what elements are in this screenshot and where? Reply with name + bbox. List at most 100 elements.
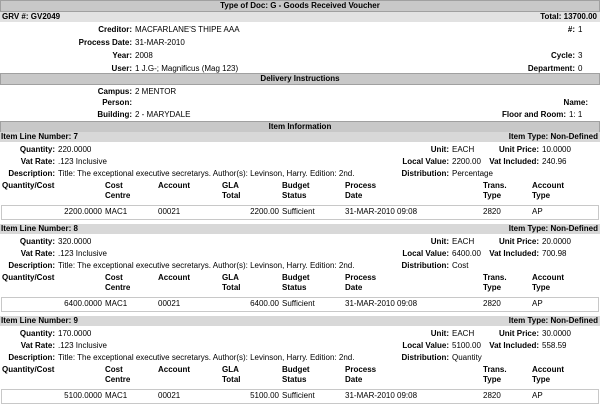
column-header: Cost Centre: [105, 365, 131, 384]
item-field-right-value: 700.98: [542, 249, 567, 258]
column-header: Account Type: [532, 365, 564, 384]
delivery-label: Building:: [97, 110, 132, 119]
line-cell: 00021: [158, 391, 181, 400]
item-field-mid-label: Unit:: [430, 237, 449, 246]
delivery-value: 2 - MARYDALE: [135, 110, 191, 119]
delivery-right-label: Name:: [563, 98, 588, 107]
column-header: Account: [158, 273, 190, 282]
column-header: GLA Total: [222, 273, 241, 292]
line-box: [1, 297, 599, 312]
item-field-right-value: 30.0000: [542, 329, 571, 338]
item-field-right-label: Unit Price:: [498, 329, 539, 338]
item-type-value: Non-Defined: [550, 132, 598, 141]
column-header: Account: [158, 181, 190, 190]
item-field-value: Title: The exceptional executive secreta…: [58, 353, 355, 362]
line-cell: AP: [532, 299, 543, 308]
column-header: Cost Centre: [105, 273, 131, 292]
total: Total: 13700.00: [540, 12, 597, 22]
column-header: Budget Status: [282, 273, 310, 292]
item-field-right-label: Vat Included:: [489, 157, 539, 166]
grv-row: [0, 12, 600, 22]
item-field-right-value: 240.96: [542, 157, 567, 166]
detail-value: 1 J.G-; Magnificus (Mag 123): [135, 64, 239, 73]
total-label: Total:: [540, 12, 562, 21]
detail-value: 31-MAR-2010: [135, 38, 185, 47]
item-type-label: Item Type:: [508, 224, 549, 233]
item-field-mid-label: Local Value:: [402, 341, 449, 350]
line-cell: MAC1: [105, 391, 128, 400]
column-header: Budget Status: [282, 365, 310, 384]
line-cell: 5100.0000: [64, 391, 102, 400]
item-type-label: Item Type:: [508, 316, 549, 325]
line-box: [1, 389, 599, 404]
detail-label: Creditor:: [98, 25, 132, 34]
column-header: Cost Centre: [105, 181, 131, 200]
delivery-label: Campus:: [97, 87, 132, 96]
line-cell: AP: [532, 207, 543, 216]
item-header: [0, 224, 600, 234]
line-cell: 2820: [483, 391, 501, 400]
delivery-right-value: 1: 1: [569, 110, 583, 119]
title-bar: Type of Doc: G - Goods Received Voucher: [0, 0, 600, 12]
detail-right-value: 3: [578, 51, 583, 60]
item-field-mid-value: Quantity: [452, 353, 482, 362]
column-header: Trans. Type: [483, 273, 507, 292]
grv: GRV #: GV2049: [2, 12, 60, 22]
delivery-right-label: Floor and Room:: [502, 110, 566, 119]
item-field-label: Vat Rate:: [20, 341, 55, 350]
column-header: GLA Total: [222, 365, 241, 384]
detail-label: User:: [111, 64, 132, 73]
column-header: Quantity/Cost: [2, 365, 55, 374]
line-cell: Sufficient: [282, 207, 315, 216]
line-cell: 5100.00: [250, 391, 279, 400]
item-number: Item Line Number: 9: [1, 316, 78, 326]
item-field-mid-label: Distribution:: [401, 353, 449, 362]
column-header: Budget Status: [282, 181, 310, 200]
item-field-label: Description:: [8, 353, 55, 362]
item-number: Item Line Number: 8: [1, 224, 78, 234]
item-field-label: Description:: [8, 261, 55, 270]
line-cell: 31-MAR-2010 09:08: [345, 299, 418, 308]
item-field-value: 320.0000: [58, 237, 92, 246]
item-number-value: 9: [73, 316, 78, 325]
item-field-mid-label: Unit:: [430, 329, 449, 338]
item-field-value: .123 Inclusive: [58, 341, 107, 350]
item-field-value: .123 Inclusive: [58, 249, 107, 258]
detail-right-label: Cycle:: [550, 51, 575, 60]
item-field-mid-label: Distribution:: [401, 261, 449, 270]
item-field-mid-value: 2200.00: [452, 157, 481, 166]
line-cell: 6400.00: [250, 299, 279, 308]
column-header: Quantity/Cost: [2, 273, 55, 282]
line-cell: MAC1: [105, 299, 128, 308]
item-number-value: 8: [73, 224, 78, 233]
item-field-right-value: 10.0000: [542, 145, 571, 154]
line-cell: 00021: [158, 299, 181, 308]
line-cell: 31-MAR-2010 09:08: [345, 207, 418, 216]
item-field-value: Title: The exceptional executive secreta…: [58, 169, 355, 178]
item-field-mid-value: EACH: [452, 237, 475, 246]
item-number-value: 7: [73, 132, 78, 141]
item-type: Item Type: Non-Defined: [509, 224, 598, 234]
item-header: [0, 316, 600, 326]
detail-label: Year:: [112, 51, 132, 60]
column-header: Process Date: [345, 181, 377, 200]
item-field-label: Quantity:: [19, 237, 55, 246]
item-field-right-label: Vat Included:: [489, 341, 539, 350]
item-number-label: Item Line Number:: [1, 316, 72, 325]
item-field-mid-value: 5100.00: [452, 341, 481, 350]
item-type: Item Type: Non-Defined: [509, 132, 598, 142]
item-type-value: Non-Defined: [550, 224, 598, 233]
detail-right-value: 1: [578, 25, 583, 34]
item-field-right-label: Unit Price:: [498, 237, 539, 246]
detail-value: 2008: [135, 51, 153, 60]
item-field-label: Quantity:: [19, 329, 55, 338]
column-header: Account Type: [532, 181, 564, 200]
line-cell: AP: [532, 391, 543, 400]
item-field-value: Title: The exceptional executive secreta…: [58, 261, 355, 270]
item-type-label: Item Type:: [508, 132, 549, 141]
detail-value: MACFARLANE'S THIPE AAA: [135, 25, 240, 34]
item-field-mid-value: Percentage: [452, 169, 493, 178]
item-field-right-value: 20.0000: [542, 237, 571, 246]
line-box: [1, 205, 599, 220]
item-field-right-label: Vat Included:: [489, 249, 539, 258]
